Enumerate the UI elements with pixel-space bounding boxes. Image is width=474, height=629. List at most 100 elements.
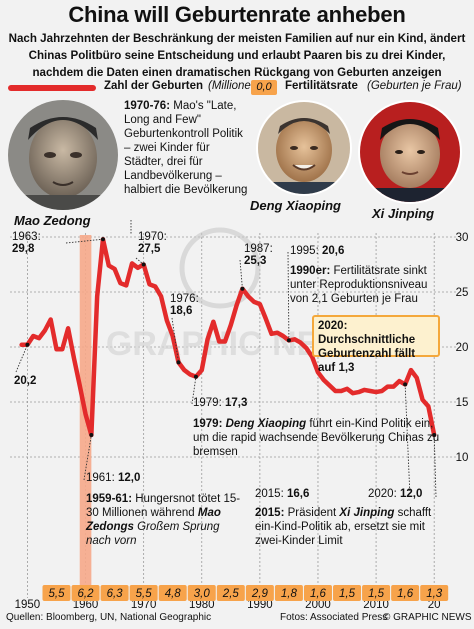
births-series-line (19, 236, 437, 438)
mao-portrait (8, 100, 118, 210)
fertility-value: 3,0 (194, 588, 211, 600)
leader-1963-dot (100, 237, 105, 242)
fertility-chip (216, 585, 245, 601)
leader-1950 (15, 344, 28, 373)
fertility-chip (245, 585, 274, 601)
x-tick-label: 1990 (247, 599, 273, 611)
y-axis-ticks: 10 15 20 25 30 (456, 232, 469, 464)
leader-1961-dot (89, 433, 94, 437)
label-1987-year: 1987: (244, 243, 273, 255)
fertility-chip (158, 585, 187, 601)
fertility-chip (333, 585, 362, 601)
fertility-chip (71, 585, 100, 601)
births-line (19, 236, 437, 438)
leader-2020 (433, 434, 437, 498)
label-1995-value: 20,6 (321, 245, 345, 257)
label-1963-year: 1963: (12, 231, 41, 243)
annotation-1959-61: 1959-61: Hungersnot tötet 15-30 Millione… (86, 492, 246, 548)
y-tick-label: 30 (456, 232, 469, 244)
x-tick-label: 1970 (131, 599, 157, 611)
annotation-2015-pre: Präsident (287, 507, 337, 519)
births-line-swatch (8, 85, 96, 91)
legend-fertility-unit: (Geburten je Frau) (367, 80, 462, 92)
annotation-1959-name: Mao Zedongs (86, 507, 221, 533)
fertility-value: 1,6 (310, 588, 327, 600)
fertility-value: 5,5 (48, 588, 65, 600)
x-tick-label: 1960 (73, 599, 99, 611)
y-tick-label: 20 (456, 342, 469, 354)
page-subtitle: Nach Jahrzehnten der Beschränkung der me… (8, 32, 466, 79)
label-1970-year: 1970: (138, 231, 167, 243)
fertility-value: 4,8 (165, 588, 182, 600)
y-tick-label: 15 (456, 397, 469, 409)
annotation-leaders (15, 220, 437, 498)
label-2015-year: 2015: (255, 488, 284, 500)
label-1976-year: 1976: (170, 293, 199, 305)
fertility-chip (420, 585, 449, 601)
fertility-chip (100, 585, 129, 601)
annotation-1979-head: 1979: (193, 418, 223, 430)
fertility-chip (362, 585, 391, 601)
leader-1950-dot (25, 342, 30, 347)
annotation-1959-text: Hungersnot tötet 15-30 Millionen während (86, 493, 241, 519)
deng-portrait (256, 100, 352, 196)
fertility-value: 2,9 (251, 588, 269, 600)
page-title: China will Geburtenrate anheben (68, 2, 406, 27)
leader-1987 (239, 259, 243, 289)
label-1987-value: 25,3 (244, 255, 267, 267)
label-1970: 1970: 27,5 (138, 231, 167, 255)
fertility-value: 2,5 (222, 588, 240, 600)
fertility-value: 1,3 (426, 588, 443, 600)
annotation-1970-76-text: Mao's "Late, Long and Few" Geburtenkontr… (124, 100, 248, 196)
annotation-2015-text: schafft ein-Kind-Politik ab, ersetzt sie… (255, 507, 432, 547)
fertility-value: 6,3 (107, 588, 124, 600)
label-1987: 1987: 25,3 (244, 243, 273, 267)
label-1970-value: 27,5 (138, 243, 161, 255)
fertility-chip (187, 585, 216, 601)
xi-portrait (358, 100, 462, 204)
fertility-value: 5,5 (136, 588, 153, 600)
fertility-chip (129, 585, 158, 601)
label-1979-value: 17,3 (224, 397, 248, 409)
label-2015: 2015: 16,6 (255, 488, 309, 500)
legend-births-label: Zahl der Geburten (104, 80, 204, 92)
annotation-1979-text: führt ein-Kind Politik ein, um die rapid… (193, 418, 440, 458)
annotation-1979: 1979: Deng Xiaoping führt ein-Kind Polit… (193, 417, 443, 459)
photo-credit: Fotos: Associated Press (280, 612, 388, 623)
fertility-value: 1,5 (339, 588, 356, 600)
fertility-value: 6,2 (78, 588, 95, 600)
annotation-1959-tail: Großem Sprung nach vorn (86, 521, 220, 547)
x-tick-label: 20 (428, 599, 441, 611)
label-1995: 1995: 20,6 (290, 245, 344, 257)
source-note: Quellen: Bloomberg, UN, National Geograp… (6, 612, 212, 623)
deng-caption: Deng Xiaoping (250, 198, 341, 213)
fertility-2020-callout: 2020: Durchschnittliche Geburtenzahl fäl… (312, 315, 440, 374)
legend-fertility-label: Fertilitätsrate (285, 80, 358, 92)
label-2020-year: 2020: (368, 488, 397, 500)
fertility-chip (391, 585, 420, 601)
x-tick-label: 2000 (305, 599, 331, 611)
label-1979: 1979: 17,3 (193, 397, 247, 409)
label-2020: 2020: 12,0 (368, 488, 422, 500)
leader-1963 (65, 238, 104, 244)
annotation-2015: 2015: Präsident Xi Jinping schafft ein-K… (255, 506, 435, 548)
annotation-1970-76-year: 1970-76: (124, 100, 171, 112)
annotation-1990s-head: 1990er: (290, 265, 331, 277)
leader-1979-dot (193, 374, 198, 379)
leader-2015 (404, 384, 411, 498)
label-1963-value: 29,8 (12, 243, 35, 255)
fertility-chip (42, 585, 71, 601)
fertility-row: 5,5 6,2 6,3 5,5 4,8 3,0 2,5 2,9 1,8 1,6 1,5 1,5 1,6 1… (42, 585, 449, 601)
label-1961-value: 12,0 (117, 472, 141, 484)
annotation-1959-head: 1959-61: (86, 493, 133, 505)
mao-caption: Mao Zedong (14, 213, 91, 228)
leader-1995-dot (286, 338, 291, 343)
label-1950-value: 20,2 (14, 375, 37, 387)
x-tick-label: 1950 (15, 599, 41, 611)
x-tick-label: 2010 (363, 599, 389, 611)
fertility-value: 1,8 (281, 588, 298, 600)
annotation-1990s: 1990er: Fertilitätsrate sinkt unter Repr… (290, 264, 440, 306)
label-1961-year: 1961: (86, 472, 115, 484)
